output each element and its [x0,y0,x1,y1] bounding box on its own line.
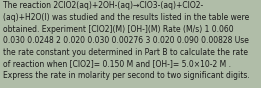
Text: The reaction 2ClO2(aq)+2OH-(aq)→ClO3-(aq)+ClO2-
(aq)+H2O(l) was studied and the : The reaction 2ClO2(aq)+2OH-(aq)→ClO3-(aq… [3,1,250,80]
